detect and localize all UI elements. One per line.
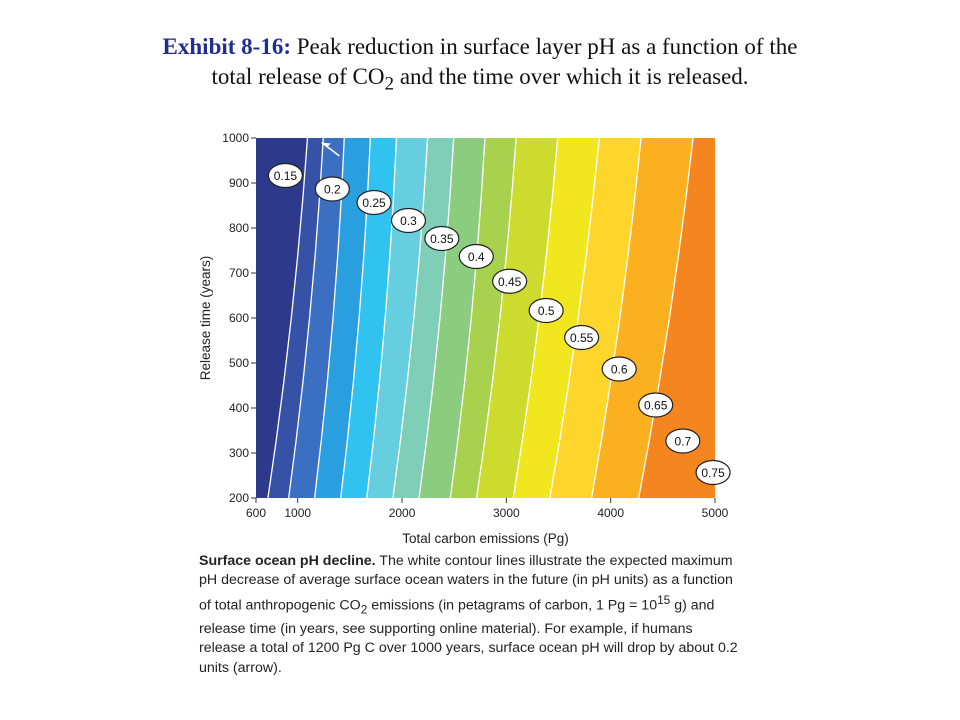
contour-line xyxy=(267,138,309,498)
y-tick-label: 300 xyxy=(229,446,249,460)
contour-label: 0.45 xyxy=(492,268,528,294)
x-tick-label: 5000 xyxy=(702,506,729,520)
contour-label-bubble xyxy=(390,207,427,234)
contour-line xyxy=(340,138,371,498)
contour-label-text: 0.3 xyxy=(400,214,417,228)
y-tick-label: 500 xyxy=(229,356,249,370)
contour-label-text: 0.2 xyxy=(324,183,341,197)
caption-superscript: 15 xyxy=(657,592,671,607)
contour-line xyxy=(549,138,600,498)
contour-line xyxy=(418,138,455,498)
contour-line xyxy=(590,138,642,498)
contour-label-bubble xyxy=(528,297,564,324)
x-tick-label: 3000 xyxy=(493,506,520,520)
y-tick-label: 200 xyxy=(229,491,249,505)
y-tick-label: 400 xyxy=(229,401,249,415)
caption-title: Surface ocean pH decline. xyxy=(199,553,376,569)
x-tick-label: 600 xyxy=(246,506,266,520)
figure: 0.15 0.2 0.25 0.3 0.35 0.4 0.45 0.5 0.55 0.6 0.65 0… xyxy=(190,130,745,692)
contour-label: 0.4 xyxy=(458,243,494,270)
contour-label-text: 0.6 xyxy=(611,363,628,377)
contour-label-bubble xyxy=(601,356,637,382)
contour-label-bubble xyxy=(424,225,460,252)
contour-line xyxy=(638,138,694,498)
contour-label-bubble xyxy=(267,162,303,189)
page-title: Exhibit 8-16: Peak reduction in surface … xyxy=(150,32,810,100)
contour-line xyxy=(475,138,517,498)
arrow-head xyxy=(321,142,331,148)
contour-label-bubble xyxy=(695,459,731,486)
contour-label: 0.35 xyxy=(424,225,460,252)
contour-label: 0.75 xyxy=(695,459,731,486)
contour-label-text: 0.15 xyxy=(274,169,298,183)
contour-label-text: 0.4 xyxy=(468,250,485,264)
x-tick-label: 2000 xyxy=(389,506,416,520)
y-tick-label: 700 xyxy=(229,266,249,280)
contour-label-bubble xyxy=(665,428,701,454)
caption-text-1: The white contour lines illustrate the e… xyxy=(199,553,733,614)
contour-label: 0.3 xyxy=(390,207,427,234)
contour-label-bubble xyxy=(638,392,674,418)
y-axis-label: Release time (years) xyxy=(198,256,213,381)
contour-label: 0.65 xyxy=(638,392,674,418)
contour-label: 0.2 xyxy=(314,176,350,202)
title-text: Peak reduction in surface layer pH as a … xyxy=(211,34,798,89)
x-axis-label: Total carbon emissions (Pg) xyxy=(402,531,569,546)
contour-label-text: 0.75 xyxy=(701,466,725,480)
contour-label-bubble xyxy=(356,189,392,216)
contour-line xyxy=(288,138,324,498)
y-tick-label: 900 xyxy=(229,176,249,190)
contour-label: 0.15 xyxy=(267,162,303,189)
caption-text-2: emissions (in petagrams of carbon, 1 Pg … xyxy=(367,597,658,614)
figure-caption: Surface ocean pH decline. The white cont… xyxy=(199,552,739,678)
contour-line xyxy=(449,138,486,498)
contour-chart: 0.15 0.2 0.25 0.3 0.35 0.4 0.45 0.5 0.55 0.6 0.65 0… xyxy=(198,131,731,546)
y-tick-label: 600 xyxy=(229,311,249,325)
contour-line xyxy=(366,138,398,498)
contour-label-text: 0.65 xyxy=(644,399,668,413)
contour-line xyxy=(392,138,429,498)
title-text-end: and the time over which it is released. xyxy=(394,64,749,89)
contour-label: 0.55 xyxy=(564,324,600,351)
contour-label-bubble xyxy=(564,324,600,351)
caption-subscript: 2 xyxy=(360,602,368,617)
contour-label-text: 0.35 xyxy=(430,232,454,246)
contour-label: 0.25 xyxy=(356,189,392,216)
contour-label: 0.7 xyxy=(665,428,701,454)
contour-label-bubble xyxy=(314,176,350,202)
contour-label-text: 0.5 xyxy=(538,304,555,318)
y-tick-label: 1000 xyxy=(222,131,249,145)
title-subscript: 2 xyxy=(384,73,395,95)
x-tick-label: 1000 xyxy=(284,506,311,520)
contour-label: 0.6 xyxy=(601,356,637,382)
x-tick-label: 4000 xyxy=(597,506,624,520)
contour-label-text: 0.45 xyxy=(498,275,522,289)
contour-label-text: 0.25 xyxy=(362,196,386,210)
contour-label: 0.5 xyxy=(528,297,564,324)
contour-label-text: 0.55 xyxy=(570,331,594,345)
exhibit-label: Exhibit 8-16: xyxy=(162,34,291,59)
contour-label-text: 0.7 xyxy=(674,435,691,449)
caption-text-3: g) and release time (in years, see suppo… xyxy=(199,597,738,676)
contour-label-bubble xyxy=(458,243,494,270)
y-tick-label: 800 xyxy=(229,221,249,235)
contour-label-bubble xyxy=(492,268,528,294)
